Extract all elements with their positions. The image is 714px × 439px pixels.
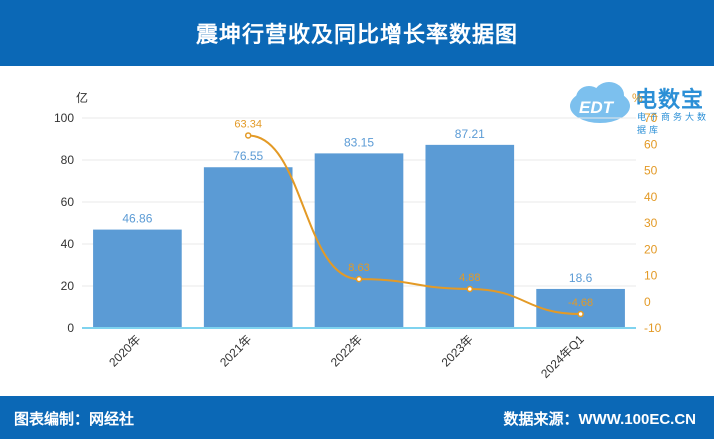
line-point: [244, 132, 252, 139]
line-value-label: -4.68: [568, 297, 593, 309]
line-value-label: 8.63: [348, 262, 369, 274]
chart-title: 震坤行营收及同比增长率数据图: [195, 22, 518, 47]
bar: [425, 144, 515, 328]
y2-tick-label: 20: [644, 242, 658, 256]
y-axis-unit-label: 亿: [76, 90, 88, 105]
y-tick-label: 0: [67, 321, 74, 335]
y2-tick-label: 60: [644, 137, 658, 151]
header-bar: 震坤行营收及同比增长率数据图: [0, 0, 714, 66]
bar: [536, 288, 625, 328]
footer-source-left: 图表编制：网经社: [14, 411, 135, 428]
bar: [314, 153, 404, 328]
y-tick-label: 20: [61, 279, 75, 293]
y2-tick-label: 40: [644, 190, 658, 204]
logo-badge: EDT: [579, 98, 615, 117]
right-axis: -10 0 10 20 30 40 50 60 70: [644, 111, 662, 335]
x-tick-label: 2021年: [217, 332, 254, 369]
y-tick-label: 80: [61, 153, 75, 167]
logo-subtitle: 电子商务大数据库: [637, 112, 710, 135]
x-tick-label: 2022年: [328, 332, 365, 369]
bar: [203, 167, 293, 328]
y-tick-label: 40: [61, 237, 75, 251]
y2-tick-label: 50: [644, 164, 658, 178]
x-tick-label: 2024年Q1: [538, 332, 587, 381]
line-point: [577, 310, 584, 318]
y2-tick-label: 10: [644, 269, 658, 283]
line-value-label: 63.34: [234, 118, 262, 130]
bar-value-label: 46.86: [122, 212, 152, 226]
y2-tick-label: -10: [644, 321, 662, 335]
bar-value-label: 83.15: [344, 135, 374, 149]
chart-svg: 0 20 40 60 80 100 -10 0 10 20 30 40 50 60 70 46.86 76.…: [54, 90, 662, 381]
logo-brand: 电数宝: [635, 87, 705, 112]
bar-value-label: 76.55: [233, 149, 263, 163]
y2-axis-unit-label: %: [632, 91, 643, 105]
y2-tick-label: 30: [644, 216, 658, 230]
footer-source-right: 数据来源：WWW.100EC.CN: [503, 411, 696, 428]
line-point: [466, 285, 474, 293]
line-value-label: 4.88: [459, 272, 480, 284]
x-axis: 2020年 2021年 2022年 2023年 2024年Q1: [82, 327, 636, 381]
x-tick-label: 2023年: [439, 332, 476, 369]
y-tick-label: 100: [54, 111, 74, 125]
bar-value-label: 18.6: [569, 271, 593, 285]
line-point: [355, 275, 363, 283]
footer-bar: 图表编制：网经社 数据来源：WWW.100EC.CN: [0, 396, 714, 439]
bar-series: 46.86 76.55 83.15 87.21 18.6: [93, 127, 625, 328]
brand-logo: EDT 电数宝 电子商务大数据库: [565, 78, 711, 135]
bar-value-label: 87.21: [455, 127, 485, 141]
left-axis: 0 20 40 60 80 100: [54, 111, 74, 335]
growth-line: [248, 134, 581, 316]
x-tick-label: 2020年: [106, 332, 143, 369]
y2-tick-label: 0: [644, 295, 651, 309]
cloud-logo-icon: EDT: [570, 82, 630, 123]
y-tick-label: 60: [61, 195, 75, 209]
y2-tick-label: 70: [644, 111, 658, 125]
line-series: 63.34 8.63 4.88 -4.68: [234, 118, 593, 318]
bar: [93, 229, 182, 328]
